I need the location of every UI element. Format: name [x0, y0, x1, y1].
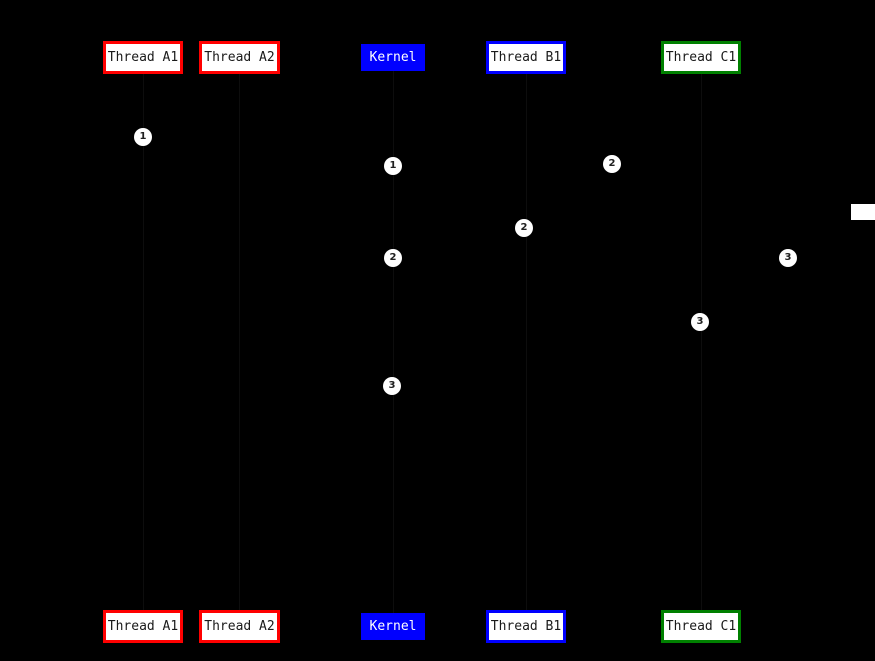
participant-bottom-kernel[interactable]: Kernel — [361, 613, 425, 640]
participant-bottom-thread-c1[interactable]: Thread C1 — [661, 610, 741, 643]
sequence-marker-1: 1 — [384, 157, 402, 175]
participant-top-thread-a1[interactable]: Thread A1 — [103, 41, 183, 74]
sequence-marker-3: 3 — [779, 249, 797, 267]
participant-bottom-thread-a1[interactable]: Thread A1 — [103, 610, 183, 643]
participant-top-thread-b1[interactable]: Thread B1 — [486, 41, 566, 74]
lifeline — [701, 74, 702, 610]
sequence-marker-3: 3 — [383, 377, 401, 395]
lifeline — [526, 74, 527, 610]
lifeline — [393, 71, 394, 613]
lifeline — [239, 74, 240, 610]
participant-bottom-thread-a2[interactable]: Thread A2 — [199, 610, 280, 643]
participant-bottom-thread-b1[interactable]: Thread B1 — [486, 610, 566, 643]
sequence-marker-2: 2 — [603, 155, 621, 173]
participant-top-thread-c1[interactable]: Thread C1 — [661, 41, 741, 74]
edge-note-clipped — [851, 204, 875, 220]
lifeline — [143, 74, 144, 610]
sequence-marker-1: 1 — [134, 128, 152, 146]
sequence-marker-3: 3 — [691, 313, 709, 331]
participant-top-thread-a2[interactable]: Thread A2 — [199, 41, 280, 74]
sequence-marker-2: 2 — [515, 219, 533, 237]
participant-top-kernel[interactable]: Kernel — [361, 44, 425, 71]
sequence-marker-2: 2 — [384, 249, 402, 267]
